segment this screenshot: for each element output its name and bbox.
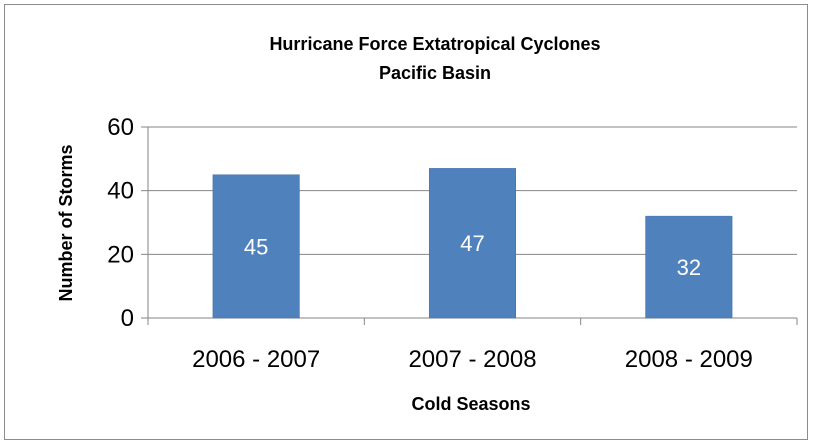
y-tick-label: 60 xyxy=(107,114,134,141)
labels: 0 20 40 60 45 2006 - 2007 47 2007 - 2008 32 2008 … xyxy=(107,114,753,373)
bar xyxy=(428,168,517,319)
chart-title: Hurricane Force Extatropical Cyclones xyxy=(269,34,600,54)
chart-subtitle: Pacific Basin xyxy=(379,63,491,83)
bar-data-label: 32 xyxy=(677,255,701,280)
x-category-label: 2008 - 2009 xyxy=(625,346,753,373)
x-category-label: 2006 - 2007 xyxy=(192,346,320,373)
x-category-label: 2007 - 2008 xyxy=(408,346,536,373)
y-tick-label: 0 xyxy=(121,305,134,332)
bar xyxy=(212,174,300,319)
bar-data-label: 45 xyxy=(244,234,268,259)
x-axis-label: Cold Seasons xyxy=(411,394,530,414)
y-axis-label: Number of Storms xyxy=(56,144,76,301)
y-tick-label: 20 xyxy=(107,241,134,268)
y-tick-label: 40 xyxy=(107,178,134,205)
bar-data-label: 47 xyxy=(460,231,484,256)
bars xyxy=(212,168,733,319)
bar xyxy=(645,215,733,319)
